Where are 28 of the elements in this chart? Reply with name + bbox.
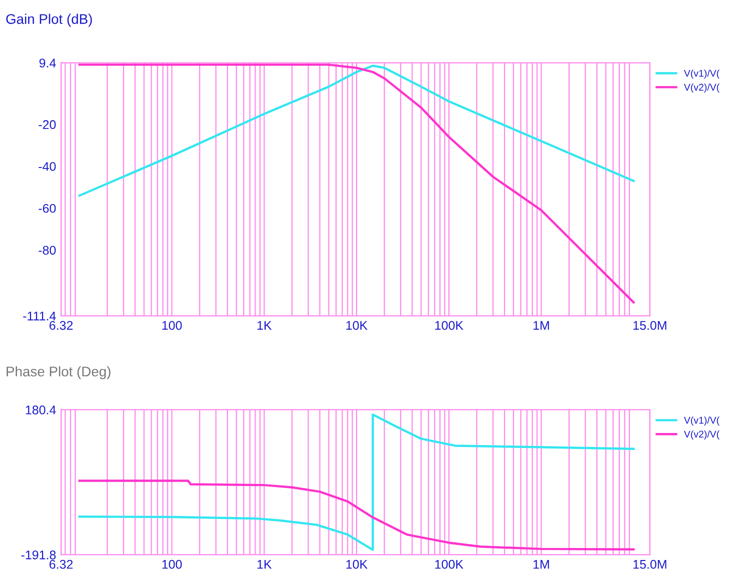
x-tick-label: 1K [258,321,272,330]
x-tick-label: 100K [435,320,464,330]
x-tick-label: 10K [346,320,368,330]
x-tick-label: 6.32 [50,560,73,569]
legend-label: V(v2)/V( [684,84,720,93]
chart-title: Gain Plot (dB) [6,14,92,27]
legend-label: V(v1)/V( [684,70,720,79]
legend-label: V(v2)/V( [684,430,720,440]
y-tick-label: 180.4 [26,406,56,414]
y-tick-label: -40 [38,162,56,171]
y-tick-label: -60 [38,204,56,213]
x-tick-label: 1K [258,560,272,569]
y-tick-label: 9.4 [39,58,56,68]
y-tick-label: -111.4 [23,312,56,320]
x-tick-label: 100K [435,560,464,569]
y-tick-label: -80 [38,246,56,255]
legend-label: V(v1)/V( [684,416,720,426]
x-tick-label: 100 [162,320,182,330]
chart-title: Phase Plot (Deg) [6,366,110,380]
x-tick-label: 1M [534,560,549,569]
x-tick-label: 10K [346,560,368,569]
y-tick-label: -20 [38,120,56,130]
x-tick-label: 15.0M [633,320,666,330]
y-tick-label: -191.8 [21,550,56,560]
x-tick-label: 1M [534,321,549,330]
x-tick-label: 15.0M [633,560,666,569]
x-tick-label: 6.32 [50,320,73,330]
x-tick-label: 100 [162,560,182,569]
